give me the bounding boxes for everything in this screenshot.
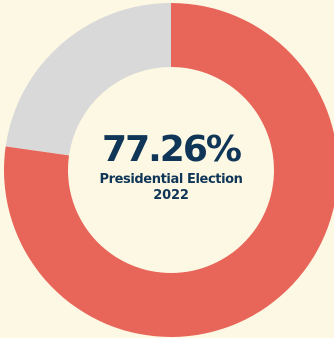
center-caption-title: Presidential Election <box>99 172 243 187</box>
center-percentage-value: 77.26% <box>102 129 242 170</box>
donut-segments <box>4 3 334 337</box>
donut-segment-primary <box>4 3 334 337</box>
center-caption-year: 2022 <box>153 188 189 203</box>
donut-segment-remainder <box>5 3 172 156</box>
